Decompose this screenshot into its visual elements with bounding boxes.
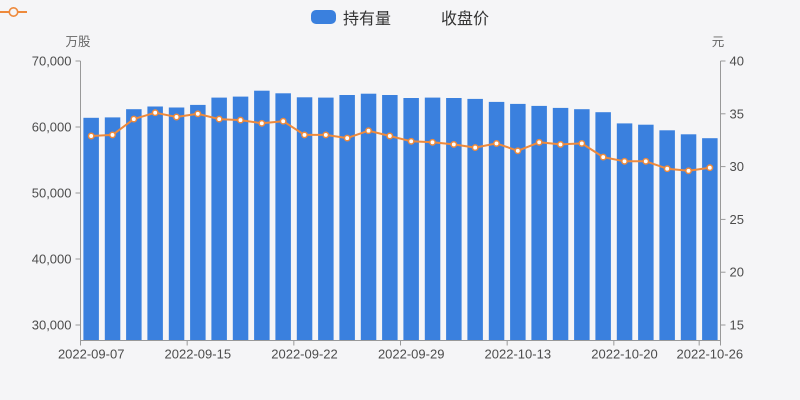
x-axis-date-label: 2022-09-15 (165, 347, 232, 362)
legend-item-close-price[interactable]: 收盘价 (0, 5, 490, 29)
close-price-point[interactable] (642, 157, 650, 165)
legend-item-holdings[interactable]: 持有量 (310, 5, 391, 29)
close-price-point[interactable] (429, 138, 436, 146)
close-price-point[interactable] (87, 132, 95, 140)
close-price-point[interactable] (557, 140, 564, 148)
left-axis-tick-label: 30,000 (32, 318, 72, 333)
close-price-point[interactable] (301, 131, 308, 139)
close-price-point[interactable] (685, 167, 692, 175)
close-price-point[interactable] (130, 115, 138, 123)
holdings-bar[interactable] (702, 138, 718, 341)
x-axis-date-label: 2022-09-07 (58, 347, 125, 362)
left-axis-tick-label: 40,000 (32, 252, 72, 267)
x-axis-date-label: 2022-10-20 (591, 347, 658, 362)
holdings-bar-swatch (310, 10, 336, 24)
close-price-point[interactable] (450, 140, 458, 148)
holdings-bar[interactable] (360, 93, 377, 341)
right-axis-tick-label: 20 (730, 265, 744, 280)
close-price-point[interactable] (322, 131, 330, 139)
holdings-bar[interactable] (680, 134, 697, 341)
holdings-bar[interactable] (510, 103, 526, 341)
holdings-bar[interactable] (254, 90, 270, 341)
holdings-bar[interactable] (467, 98, 483, 341)
close-price-line (90, 111, 711, 172)
left-axis-title: 万股 (65, 35, 91, 49)
right-axis-title: 元 (711, 35, 725, 49)
right-axis-tick-label: 25 (730, 212, 744, 227)
holdings-bar[interactable] (659, 130, 675, 341)
x-axis-date-label: 2022-09-22 (271, 347, 338, 362)
close-price-point[interactable] (109, 131, 116, 139)
close-price-point[interactable] (599, 153, 607, 161)
holdings-bar[interactable] (424, 97, 441, 341)
close-price-point[interactable] (386, 132, 394, 140)
holdings-bar[interactable] (318, 97, 334, 341)
legend-close-price-label: 收盘价 (441, 11, 490, 28)
holdings-bar[interactable] (552, 107, 569, 341)
close-price-point[interactable] (173, 113, 180, 121)
holdings-bar[interactable] (104, 117, 121, 341)
right-axis-tick-label: 40 (730, 54, 744, 69)
x-axis-date-label: 2022-10-13 (485, 347, 552, 362)
holdings-bar[interactable] (232, 96, 249, 341)
holdings-bar[interactable] (574, 109, 590, 341)
holdings-bar[interactable] (595, 112, 611, 341)
x-axis-date-label: 2022-09-29 (378, 347, 445, 362)
close-price-point[interactable] (514, 147, 522, 155)
holdings-bar[interactable] (638, 124, 654, 341)
close-price-line-swatch (0, 7, 434, 24)
close-price-point[interactable] (279, 117, 287, 125)
left-axis-tick-label: 60,000 (32, 120, 72, 135)
holdings-bar[interactable] (382, 95, 398, 341)
holdings-bar[interactable] (275, 93, 291, 341)
close-price-point[interactable] (258, 119, 266, 127)
close-price-point[interactable] (663, 165, 671, 173)
holdings-bar[interactable] (616, 123, 633, 341)
legend: 持有量 收盘价 (0, 5, 800, 29)
holdings-bar[interactable] (339, 95, 355, 341)
holdings-bar[interactable] (446, 98, 462, 341)
close-price-point[interactable] (621, 157, 628, 165)
left-axis-tick-label: 70,000 (32, 54, 72, 69)
close-price-point[interactable] (237, 116, 244, 124)
x-axis-date-label: 2022-10-26 (677, 347, 744, 362)
right-axis-tick-label: 30 (730, 159, 744, 174)
close-price-point[interactable] (407, 137, 415, 145)
line-marker-icon (0, 7, 27, 17)
close-price-point[interactable] (194, 110, 202, 118)
holdings-bar[interactable] (531, 105, 547, 341)
holdings-bar[interactable] (83, 117, 99, 341)
close-price-point[interactable] (578, 139, 586, 147)
close-price-point[interactable] (215, 115, 223, 123)
close-price-point[interactable] (493, 139, 500, 147)
holdings-bar[interactable] (147, 106, 163, 341)
close-price-point[interactable] (706, 164, 714, 172)
holdings-bar[interactable] (126, 109, 142, 341)
close-price-point[interactable] (151, 109, 159, 117)
holdings-bar[interactable] (211, 97, 227, 341)
legend-holdings-label: 持有量 (342, 11, 391, 28)
holdings-bar[interactable] (296, 97, 313, 341)
left-axis-tick-label: 50,000 (32, 186, 72, 201)
close-price-point[interactable] (343, 134, 351, 142)
holdings-bar[interactable] (488, 101, 505, 341)
close-price-point[interactable] (365, 127, 372, 135)
close-price-point[interactable] (535, 138, 543, 146)
holdings-bar[interactable] (403, 98, 419, 341)
right-axis-tick-label: 15 (730, 318, 744, 333)
holdings-bar[interactable] (168, 107, 185, 341)
close-price-point[interactable] (471, 144, 479, 152)
holdings-bar[interactable] (190, 104, 206, 341)
right-axis-tick-label: 35 (730, 106, 744, 121)
